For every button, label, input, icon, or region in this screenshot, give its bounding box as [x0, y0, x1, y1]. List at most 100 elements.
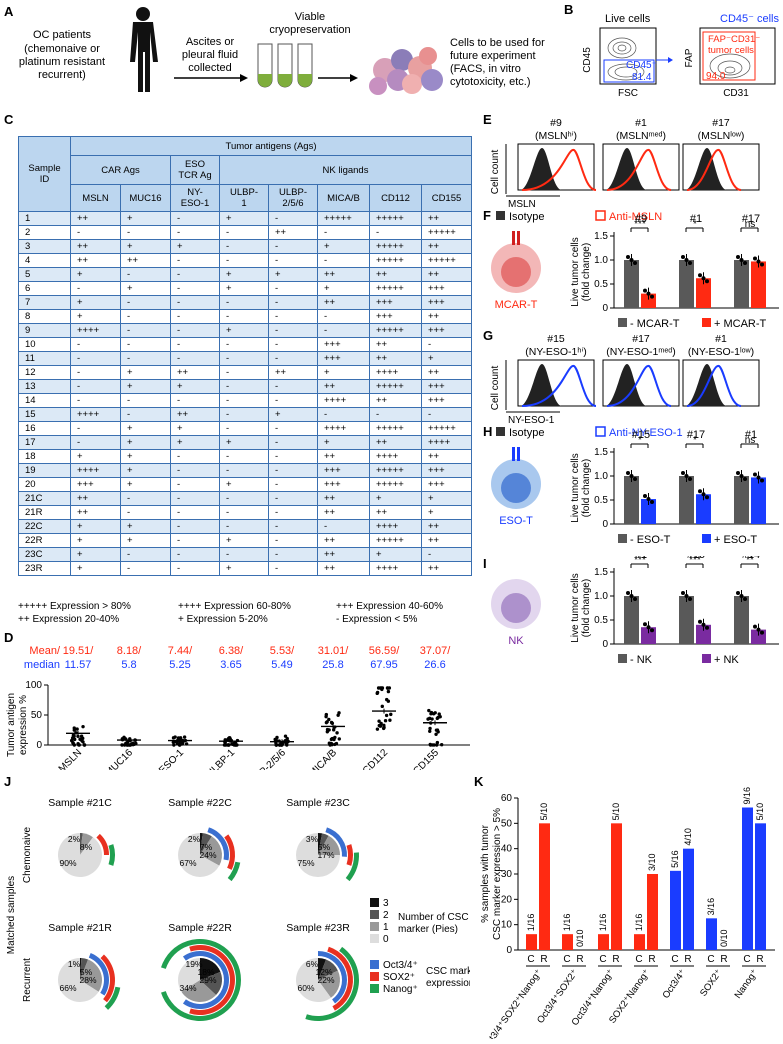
d-point [325, 730, 330, 734]
table-cell: - [70, 379, 121, 394]
pie-percent: 67% [179, 858, 196, 868]
table-cell: - [170, 309, 220, 324]
table-cell: ++ [317, 267, 370, 282]
k-bar [742, 807, 753, 950]
k-bar-label: 0/10 [575, 929, 585, 947]
table-cell: - [268, 421, 318, 436]
bar-category: #1 [690, 213, 702, 225]
d-point [335, 731, 339, 735]
table-cell: - [219, 547, 269, 562]
bar-ylabel: (fold change) [581, 579, 592, 637]
bar [624, 596, 639, 644]
antibody-histogram [606, 365, 672, 407]
bar [679, 596, 694, 644]
d-point [82, 743, 87, 747]
d-point [132, 742, 137, 746]
d-point [337, 737, 341, 741]
k-category-label: Oct3/4⁺SOX2⁺Nanog⁺ [480, 967, 544, 1039]
receptor-icon [512, 447, 515, 461]
table-cell: + [120, 365, 171, 380]
bar [679, 260, 694, 308]
bar-ytick-label: 0.5 [594, 279, 608, 290]
csc-arc [227, 861, 241, 882]
pie-percent: 3% [306, 834, 319, 844]
table-cell: ++++ [70, 407, 121, 422]
csc-arc [327, 946, 353, 1011]
table-cell: ++++ [317, 393, 370, 408]
k-bar [755, 823, 766, 950]
hist-curves [685, 148, 742, 191]
table-cell: +++ [421, 281, 472, 296]
table-cell: - [268, 519, 318, 534]
k-bar [611, 823, 622, 950]
bar-ytick-label: 1.0 [594, 255, 608, 266]
patients-title: OC patients [33, 29, 92, 41]
table-cell: +++++ [369, 421, 422, 436]
bar-point [698, 273, 702, 278]
d-ytick-label: 0 [36, 740, 42, 751]
receptor-icon [517, 231, 520, 245]
pie-slice [200, 971, 222, 996]
d-point [184, 742, 189, 746]
table-cell: - [268, 435, 318, 450]
table-row: 17- + + + - + ++ ++++ [18, 435, 472, 450]
table-cell: - [120, 505, 171, 520]
gate-tumor-label1: FAP⁻CD31⁻ [708, 34, 760, 45]
cells-line4: cytotoxicity, etc.) [450, 76, 530, 88]
table-cell: ++++ [369, 365, 422, 380]
bar-point [688, 597, 692, 601]
bar-point [626, 591, 630, 595]
antigen-table: Sample ID Tumor antigens (Ags) CAR Ags ES… [18, 136, 472, 576]
table-cell: ++ [369, 267, 422, 282]
pie-percent: 7% [200, 842, 213, 852]
table-cell: ++++ [369, 561, 422, 576]
pie-slice [296, 833, 340, 877]
bar-ylabel: (fold change) [581, 459, 592, 517]
d-point [435, 716, 439, 721]
d-xtick-label: MICA/B [307, 747, 339, 770]
antibody-histogram [521, 149, 597, 191]
d-point [384, 713, 389, 718]
antibody-histogram [686, 365, 742, 407]
table-cell: +++ [70, 477, 121, 492]
d-point [125, 740, 130, 744]
table-cell: + [219, 533, 269, 548]
table-cell: +++++ [369, 253, 422, 268]
legend-antibody: Anti-NY-ESO-1 [609, 427, 683, 439]
pie-slice [318, 835, 340, 855]
d-point [120, 743, 124, 747]
cells-line1: Cells to be used for [450, 37, 545, 49]
pie-percent: 60% [297, 983, 314, 993]
table-row: 19 ++++ + - - - +++ +++++ +++ [18, 463, 472, 478]
table-cell: - [268, 281, 318, 296]
table-cell: +++++ [369, 477, 422, 492]
table-cell: ++ [421, 267, 472, 282]
table-row: 4 ++ ++ - - - - +++++ +++++ [18, 253, 472, 268]
bar-point [705, 625, 709, 630]
bar-ytick-label: 0 [602, 639, 608, 650]
d-point [331, 728, 336, 732]
table-cell: +++ [421, 295, 472, 310]
table-cell: +++ [317, 477, 370, 492]
table-cell: - [120, 225, 171, 240]
antibody-histogram [606, 149, 672, 191]
bar [641, 499, 656, 524]
facs2-ylabel: FAP [684, 48, 695, 67]
panel-k-label: K [474, 774, 484, 789]
legend-plus: + MCAR-T [714, 318, 767, 328]
table-cell: ++ [170, 365, 220, 380]
table-cell: - [170, 491, 220, 506]
table-cell: - [268, 533, 318, 548]
table-cell: - [369, 225, 422, 240]
table-cell: + [120, 379, 171, 394]
k-sub-label: C [635, 954, 642, 965]
panel-h: H Isotype Anti-NY-ESO-1 ESO-T 0 0.5 1.0 1.5 Liv… [478, 424, 783, 546]
bar-ytick-label: 0 [602, 303, 608, 314]
pie-percent: 1% [68, 959, 81, 969]
table-cell: ++ [369, 337, 422, 352]
hist-sublabel: (MSLNᵐᵉᵈ) [616, 130, 666, 142]
table-cell-id: 2 [18, 225, 71, 240]
d-point [432, 743, 436, 747]
table-cell: +++ [369, 295, 422, 310]
table-cell: + [120, 211, 171, 226]
